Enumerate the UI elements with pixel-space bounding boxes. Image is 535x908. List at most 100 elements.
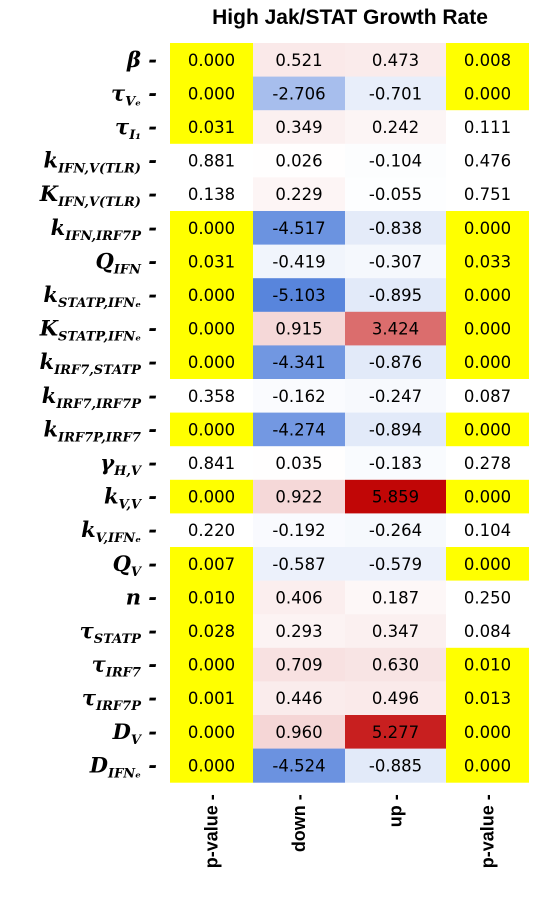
- cell-value-label: 0.000: [464, 756, 511, 775]
- heatmap-cell: [253, 681, 345, 716]
- cell-value-label: 0.000: [188, 353, 235, 372]
- cell-value-label: 0.000: [464, 84, 511, 103]
- cell-value-label: 0.010: [188, 588, 235, 607]
- pvalue-cell: [446, 614, 529, 649]
- pvalue-cell: [170, 43, 253, 78]
- cell-value-label: 0.000: [464, 488, 511, 507]
- cell-value-label: -0.055: [369, 185, 422, 204]
- pvalue-cell: [446, 580, 529, 615]
- pvalue-cell: [170, 379, 253, 414]
- heatmap-cell: [345, 177, 446, 212]
- heatmap-cell: [345, 647, 446, 682]
- cell-value-label: 0.000: [188, 656, 235, 675]
- row-label: γH,V -: [100, 450, 157, 479]
- pvalue-cell: [170, 177, 253, 212]
- row-label: DIFNₑ -: [89, 752, 157, 781]
- cell-value-label: 0.915: [275, 320, 322, 339]
- cell-value-label: 0.104: [464, 521, 511, 540]
- cell-value-label: -0.162: [272, 387, 325, 406]
- cell-value-label: 0.028: [188, 622, 235, 641]
- pvalue-cell: [446, 715, 529, 750]
- row-label: n -: [126, 584, 157, 609]
- cell-value-label: 0.242: [372, 118, 419, 137]
- cell-value-label: 0.010: [464, 656, 511, 675]
- heatmap-cell: [253, 211, 345, 246]
- column-label: p-value -: [478, 794, 498, 868]
- pvalue-cell: [170, 278, 253, 313]
- row-label: KSTATP,IFNₑ -: [39, 316, 157, 345]
- cell-value-label: 0.111: [464, 118, 511, 137]
- row-label: kSTATP,IFNₑ -: [43, 282, 157, 311]
- pvalue-cell: [170, 244, 253, 279]
- cell-value-label: 0.358: [188, 387, 235, 406]
- pvalue-cell: [170, 110, 253, 145]
- cell-value-label: 0.496: [372, 689, 419, 708]
- heatmap-cell: [345, 43, 446, 78]
- pvalue-cell: [446, 244, 529, 279]
- column-label: up -: [386, 794, 406, 827]
- cell-value-label: 3.424: [372, 320, 419, 339]
- row-label: τIRF7 -: [92, 652, 157, 681]
- cell-value-label: 0.013: [464, 689, 511, 708]
- cell-value-label: 0.349: [275, 118, 322, 137]
- cell-value-label: -5.103: [272, 286, 325, 305]
- heatmap-cell: [253, 479, 345, 514]
- heatmap-cell: [253, 748, 345, 783]
- row-label: τVₑ -: [111, 80, 157, 109]
- row-label: β -: [126, 47, 157, 72]
- cell-value-label: 0.000: [188, 219, 235, 238]
- pvalue-cell: [446, 479, 529, 514]
- heatmap-cell: [253, 614, 345, 649]
- pvalue-cell: [170, 513, 253, 548]
- row-label: QV -: [113, 551, 157, 580]
- cell-value-label: 0.000: [464, 420, 511, 439]
- heatmap-cell: [253, 547, 345, 582]
- row-label: kIRF7,IRF7P -: [42, 383, 157, 412]
- heatmap-cell: [345, 748, 446, 783]
- pvalue-cell: [446, 278, 529, 313]
- heatmap-cell: [345, 278, 446, 313]
- heatmap-cell: [253, 412, 345, 447]
- cell-value-label: 0.229: [275, 185, 322, 204]
- row-label: kV,IFNₑ -: [81, 517, 157, 546]
- row-label: kIFN,IRF7P -: [51, 215, 157, 244]
- cell-value-label: 5.277: [372, 723, 419, 742]
- pvalue-cell: [170, 681, 253, 716]
- cell-value-label: 0.000: [464, 723, 511, 742]
- cell-value-label: 0.000: [464, 320, 511, 339]
- cell-value-label: 0.087: [464, 387, 511, 406]
- cell-value-label: 0.033: [464, 252, 511, 271]
- cell-value-label: -0.876: [369, 353, 422, 372]
- cell-value-label: -4.274: [272, 420, 325, 439]
- heatmap-cell: [345, 244, 446, 279]
- cell-value-label: 0.138: [188, 185, 235, 204]
- cell-value-label: 0.473: [372, 51, 419, 70]
- cell-value-label: -0.419: [272, 252, 325, 271]
- heatmap-cell: [345, 412, 446, 447]
- cell-value-label: 0.187: [372, 588, 419, 607]
- column-label: down -: [289, 794, 309, 852]
- pvalue-cell: [170, 412, 253, 447]
- pvalue-cell: [446, 547, 529, 582]
- cell-value-label: 0.922: [275, 488, 322, 507]
- pvalue-cell: [170, 345, 253, 380]
- cell-value-label: 0.347: [372, 622, 419, 641]
- cell-value-label: -0.701: [369, 84, 422, 103]
- cell-value-label: -0.307: [369, 252, 422, 271]
- cell-value-label: 0.001: [188, 689, 235, 708]
- cell-value-label: 0.278: [464, 454, 511, 473]
- cell-value-label: -0.885: [369, 756, 422, 775]
- heatmap-cell: [345, 345, 446, 380]
- row-label: DV -: [112, 719, 157, 748]
- heatmap-cell: [345, 143, 446, 178]
- heatmap-cell: [253, 513, 345, 548]
- heatmap-cell: [253, 76, 345, 111]
- pvalue-cell: [446, 379, 529, 414]
- cell-value-label: 0.250: [464, 588, 511, 607]
- pvalue-cell: [446, 513, 529, 548]
- pvalue-cell: [170, 580, 253, 615]
- cell-value-label: 0.000: [188, 723, 235, 742]
- pvalue-cell: [446, 446, 529, 481]
- cell-value-label: -0.587: [272, 555, 325, 574]
- pvalue-cell: [170, 647, 253, 682]
